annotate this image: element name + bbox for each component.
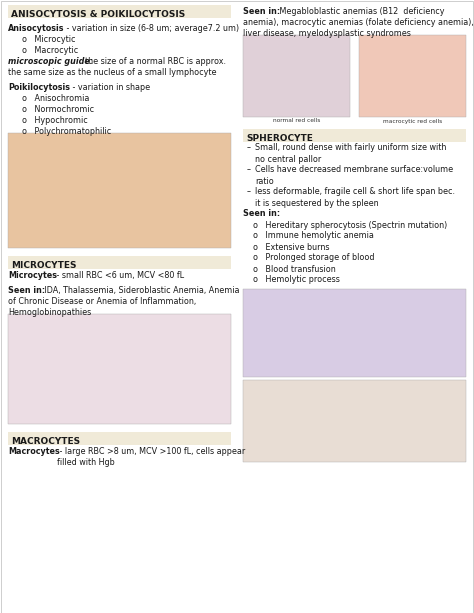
Text: o   Anisochromia: o Anisochromia	[22, 94, 90, 104]
Text: o   Macrocytic: o Macrocytic	[22, 46, 78, 55]
Text: o   Prolonged storage of blood: o Prolonged storage of blood	[253, 254, 374, 262]
Text: microscopic guide:: microscopic guide:	[8, 57, 93, 66]
Bar	[8, 5, 231, 18]
Text: –: –	[247, 143, 251, 153]
Text: o   Hereditary spherocytosis (Spectrin mutation): o Hereditary spherocytosis (Spectrin mut…	[253, 221, 447, 229]
Text: o   Polychromatophilic: o Polychromatophilic	[22, 128, 111, 137]
Text: - small RBC <6 um, MCV <80 fL: - small RBC <6 um, MCV <80 fL	[54, 271, 184, 280]
Text: Poikilocytosis: Poikilocytosis	[8, 83, 70, 93]
Text: macrocytic red cells: macrocytic red cells	[383, 118, 442, 123]
Text: o   Blood transfusion: o Blood transfusion	[253, 264, 336, 273]
Text: –: –	[247, 166, 251, 175]
Text: - variation in size (6-8 um; average7.2 um): - variation in size (6-8 um; average7.2 …	[64, 24, 239, 33]
Bar	[243, 379, 466, 462]
Text: Seen in:: Seen in:	[243, 7, 280, 16]
Text: Microcytes: Microcytes	[8, 271, 57, 280]
Text: Hemoglobinopathies: Hemoglobinopathies	[8, 308, 91, 318]
Text: o   Hypochromic: o Hypochromic	[22, 116, 88, 126]
Bar	[8, 133, 231, 248]
Text: o   Normochromic: o Normochromic	[22, 105, 94, 115]
Text: –: –	[247, 188, 251, 197]
Text: of Chronic Disease or Anemia of Inflammation,: of Chronic Disease or Anemia of Inflamma…	[8, 297, 196, 306]
Text: Macrocytes: Macrocytes	[8, 447, 60, 456]
Text: liver disease, myelodysplastic syndromes: liver disease, myelodysplastic syndromes	[243, 29, 411, 38]
Text: o   Immune hemolytic anemia: o Immune hemolytic anemia	[253, 232, 374, 240]
Text: ANISOCYTOSIS & POIKILOCYTOSIS: ANISOCYTOSIS & POIKILOCYTOSIS	[11, 10, 185, 19]
Text: - large RBC >8 um, MCV >100 fL, cells appear: - large RBC >8 um, MCV >100 fL, cells ap…	[57, 447, 245, 456]
Bar	[8, 314, 231, 424]
Text: no central pallor: no central pallor	[255, 154, 321, 164]
Text: MACROCYTES: MACROCYTES	[11, 437, 80, 446]
Bar	[8, 432, 231, 445]
Bar	[8, 256, 231, 269]
Bar	[243, 129, 466, 142]
Text: SPHEROCYTE: SPHEROCYTE	[246, 134, 313, 143]
Text: o   Extensive burns: o Extensive burns	[253, 243, 329, 251]
Text: it is sequestered by the spleen: it is sequestered by the spleen	[255, 199, 379, 207]
Text: MICROCYTES: MICROCYTES	[11, 261, 76, 270]
Text: Seen in:: Seen in:	[8, 286, 45, 295]
Text: Megabloblastic anemias (B12  deficiency: Megabloblastic anemias (B12 deficiency	[277, 7, 445, 16]
Bar	[359, 34, 466, 116]
Text: Anisocytosis: Anisocytosis	[8, 24, 64, 33]
Text: Seen in:: Seen in:	[243, 210, 280, 218]
Text: o   Hemolytic process: o Hemolytic process	[253, 275, 340, 284]
Text: the same size as the nucleus of a small lymphocyte: the same size as the nucleus of a small …	[8, 68, 217, 77]
Text: - variation in shape: - variation in shape	[70, 83, 150, 93]
Text: o   Microcytic: o Microcytic	[22, 35, 75, 44]
Text: anemia), macrocytic anemias (folate deficiency anemia),: anemia), macrocytic anemias (folate defi…	[243, 18, 474, 27]
Text: less deformable, fragile cell & short life span bec.: less deformable, fragile cell & short li…	[255, 188, 455, 197]
Bar	[243, 289, 466, 376]
Text: IDA, Thalassemia, Sideroblastic Anemia, Anemia: IDA, Thalassemia, Sideroblastic Anemia, …	[42, 286, 239, 295]
Text: normal red cells: normal red cells	[273, 118, 320, 123]
Text: the size of a normal RBC is approx.: the size of a normal RBC is approx.	[80, 57, 226, 66]
Text: Small, round dense with fairly uniform size with: Small, round dense with fairly uniform s…	[255, 143, 447, 153]
Text: filled with Hgb: filled with Hgb	[57, 458, 115, 467]
Text: Cells have decreased membrane surface:volume: Cells have decreased membrane surface:vo…	[255, 166, 453, 175]
Bar	[243, 34, 350, 116]
Text: ratio: ratio	[255, 177, 274, 186]
